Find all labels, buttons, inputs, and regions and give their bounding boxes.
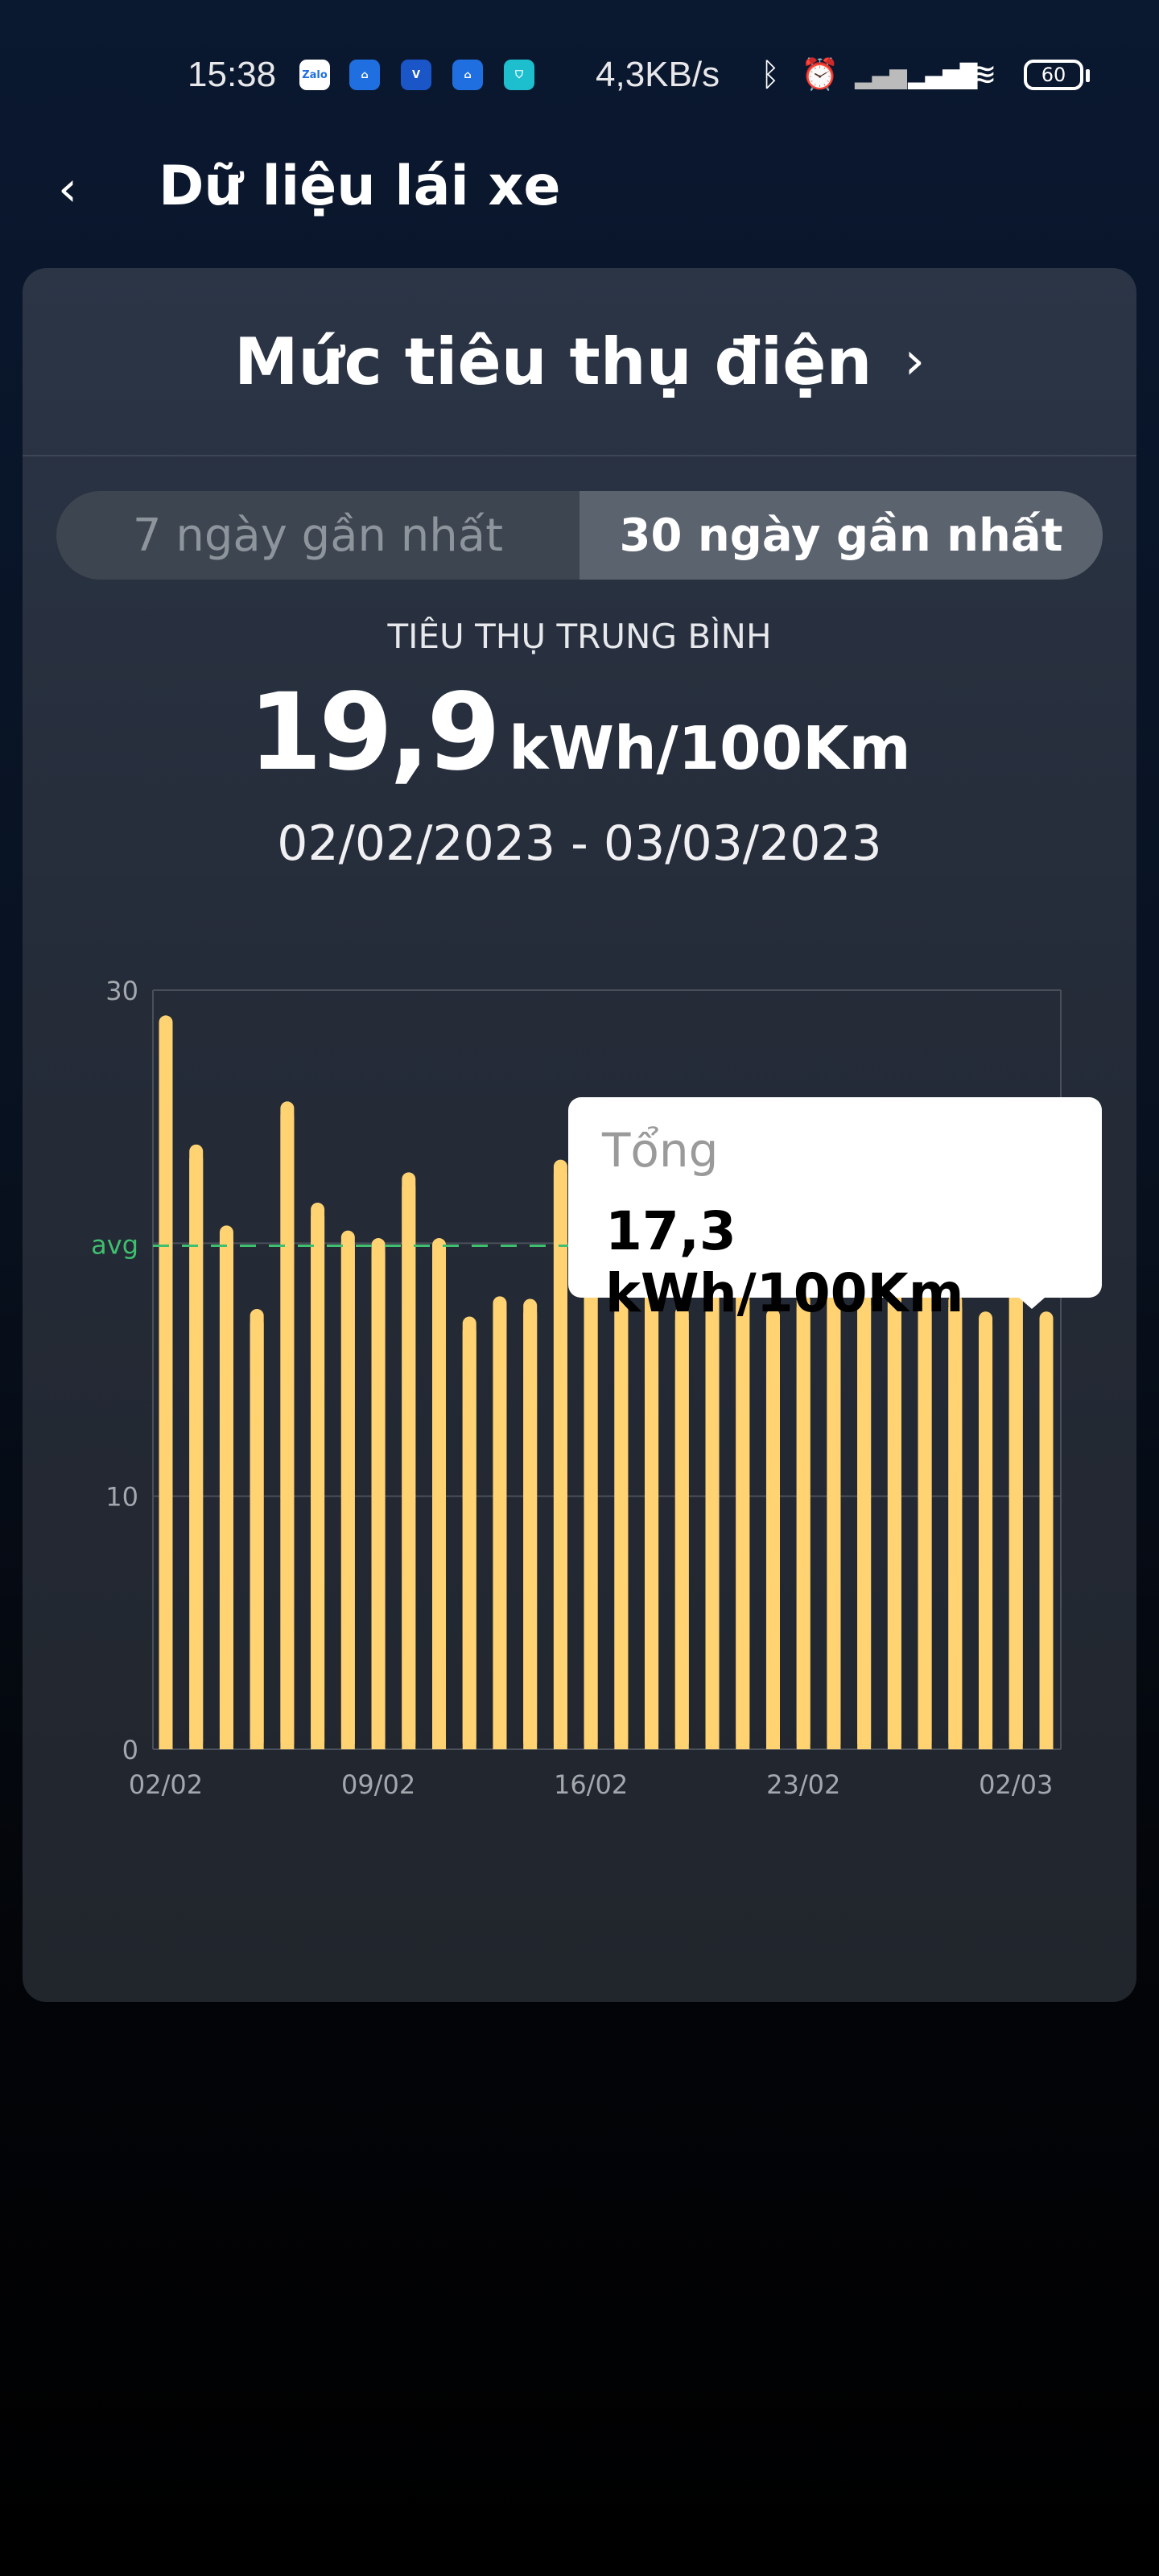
- bar-base: [674, 1319, 689, 1749]
- average-unit: kWh/100Km: [509, 714, 911, 783]
- chevron-right-icon: ›: [904, 332, 926, 391]
- bar-base: [250, 1323, 264, 1749]
- smart-home-icon: ⌂: [452, 60, 483, 90]
- avg-label: avg: [91, 1229, 138, 1260]
- tab-7-days[interactable]: 7 ngày gần nhất: [132, 509, 504, 562]
- signal-icon: ▂▄▆: [855, 63, 907, 89]
- bar-base: [584, 1269, 598, 1749]
- period-selector: 7 ngày gần nhất 30 ngày gần nhất: [56, 491, 1103, 580]
- bar-base: [493, 1310, 507, 1749]
- vinfast-icon: V: [401, 60, 431, 90]
- bar-base: [887, 1292, 901, 1749]
- average-number: 19,9: [248, 671, 501, 795]
- bar-base: [553, 1173, 567, 1749]
- signal-icon: ▂▄▆█: [908, 63, 978, 89]
- bar-base: [1008, 1297, 1023, 1749]
- network-speed: 4,3KB/s: [596, 55, 720, 94]
- page-title: Dữ liệu lái xe: [159, 155, 561, 218]
- bar-base: [857, 1305, 872, 1749]
- tooltip-value: 17,3 kWh/100Km: [605, 1200, 964, 1324]
- y-tick-label: 0: [122, 1735, 138, 1765]
- average-label: TIÊU THỤ TRUNG BÌNH: [387, 617, 772, 656]
- shield-icon: ⛉: [504, 60, 534, 90]
- bar-base: [462, 1330, 476, 1749]
- bar-base: [948, 1307, 963, 1749]
- bar-base: [189, 1158, 204, 1749]
- battery-icon: 60: [1024, 60, 1090, 90]
- back-button[interactable]: ‹: [58, 161, 77, 217]
- consumption-bar-chart[interactable]: 30 10 0 02/02 09/02 16/02 23/02 02/03 avg: [0, 0, 1159, 1852]
- alarm-icon: ⏰: [801, 56, 839, 92]
- x-tick-label: 23/02: [766, 1769, 840, 1800]
- bar-base: [159, 1029, 173, 1749]
- x-tick-label: 09/02: [341, 1769, 415, 1800]
- bar-base: [645, 1294, 659, 1749]
- smart-home-icon: ⌂: [349, 60, 380, 90]
- x-tick-label: 02/02: [129, 1769, 203, 1800]
- wifi-icon: ≋: [970, 56, 997, 93]
- average-value: 19,9 kWh/100Km: [23, 671, 1136, 795]
- y-tick-label: 30: [105, 976, 138, 1006]
- bar-base: [918, 1302, 932, 1749]
- bluetooth-icon: ᛒ: [761, 56, 780, 93]
- y-tick-label: 10: [105, 1482, 138, 1513]
- card-title: Mức tiêu thụ điện: [233, 324, 872, 399]
- bar-base: [765, 1323, 780, 1749]
- bar-base: [219, 1239, 233, 1749]
- divider: [23, 455, 1136, 456]
- bar-base: [736, 1297, 750, 1749]
- bar-base: [280, 1115, 295, 1749]
- bar-base: [340, 1244, 355, 1749]
- bar-base: [432, 1252, 447, 1749]
- x-tick-label: 02/03: [979, 1769, 1053, 1800]
- tooltip-label: Tổng: [602, 1123, 719, 1178]
- bar-base: [402, 1186, 416, 1749]
- bar-base: [371, 1252, 386, 1749]
- x-tick-label: 16/02: [554, 1769, 628, 1800]
- bar-base: [523, 1312, 538, 1749]
- bar-base: [827, 1299, 841, 1749]
- bar-base: [1039, 1325, 1054, 1749]
- tab-30-days[interactable]: 30 ngày gần nhất: [580, 491, 1103, 580]
- card-header-link[interactable]: Mức tiêu thụ điện ›: [23, 268, 1136, 455]
- status-bar: 15:38 Zalo ⌂ V ⌂ ⛉ 4,3KB/s ᛒ ⏰ ▂▄▆ ▂▄▆█ …: [0, 48, 1159, 105]
- clock: 15:38: [188, 55, 277, 94]
- bar-base: [796, 1307, 810, 1749]
- bar-base: [705, 1302, 720, 1749]
- bar-base: [979, 1325, 993, 1749]
- zalo-icon: Zalo: [299, 60, 330, 90]
- chart-tooltip: Tổng 17,3 kWh/100Km: [568, 1097, 1102, 1324]
- date-range: 02/02/2023 - 03/03/2023: [277, 815, 882, 872]
- bar-base: [311, 1216, 325, 1749]
- bar-base: [614, 1282, 629, 1749]
